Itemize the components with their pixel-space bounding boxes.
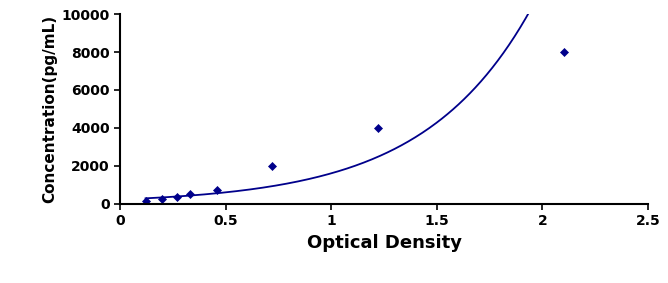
X-axis label: Optical Density: Optical Density bbox=[307, 234, 462, 252]
Y-axis label: Concentration(pg/mL): Concentration(pg/mL) bbox=[42, 15, 57, 203]
